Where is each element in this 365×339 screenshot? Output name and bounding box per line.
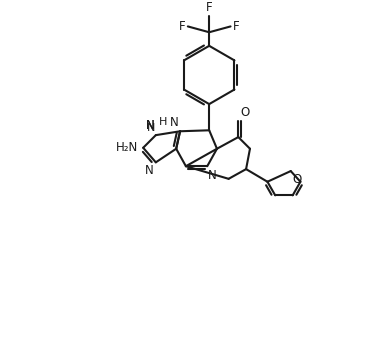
Text: N: N	[146, 119, 155, 132]
Text: F: F	[179, 20, 186, 33]
Text: H: H	[159, 117, 167, 127]
Text: H₂N: H₂N	[116, 141, 138, 154]
Text: N: N	[146, 119, 155, 132]
Text: F: F	[206, 1, 212, 14]
Text: F: F	[233, 20, 239, 33]
Text: N: N	[146, 123, 155, 133]
Text: O: O	[293, 173, 302, 186]
Text: N: N	[208, 169, 217, 182]
Text: O: O	[240, 106, 250, 119]
Text: N: N	[145, 164, 154, 177]
Text: N: N	[169, 116, 178, 129]
